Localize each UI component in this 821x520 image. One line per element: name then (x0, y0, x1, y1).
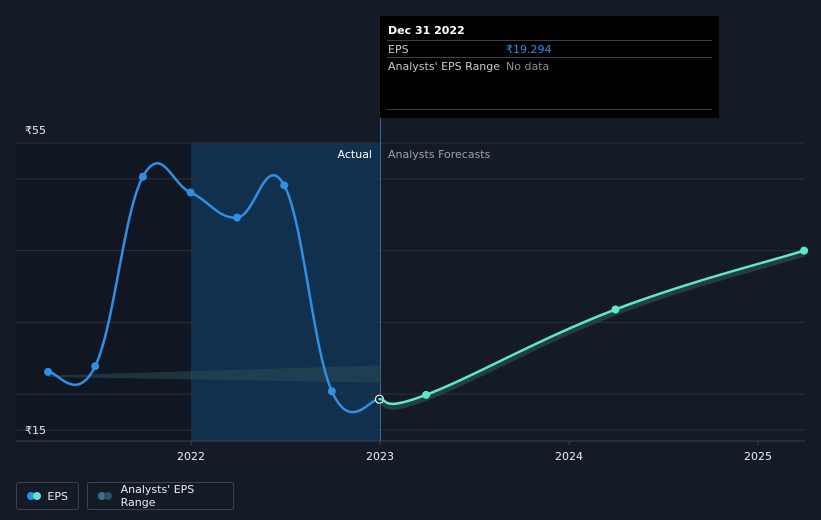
tooltip-date: Dec 31 2022 (388, 24, 465, 37)
tooltip-row-eps: EPS ₹19.294 (388, 43, 712, 56)
actual-point (327, 387, 336, 396)
tooltip-eps-value: ₹19.294 (506, 43, 552, 56)
forecast-point (422, 390, 431, 399)
actual-section-label: Actual (338, 148, 372, 161)
eps-legend-icon (27, 492, 41, 500)
tooltip-range-label: Analysts' EPS Range (388, 60, 501, 73)
actual-eps-line (46, 162, 381, 414)
actual-point (186, 188, 195, 197)
legend-item-eps[interactable]: EPS (16, 482, 79, 510)
forecast-point (611, 305, 620, 314)
legend-item-range[interactable]: Analysts' EPS Range (87, 482, 234, 510)
x-tick-label: 2024 (555, 450, 583, 463)
actual-point (233, 213, 242, 222)
actual-point (280, 181, 289, 190)
x-tick-label: 2022 (177, 450, 205, 463)
tooltip-divider (387, 40, 712, 41)
range-legend-icon (98, 492, 113, 500)
tooltip-range-value: No data (506, 60, 550, 73)
forecast-point (800, 246, 809, 255)
tooltip-row-range: Analysts' EPS Range No data (388, 60, 712, 73)
actual-point (91, 362, 100, 371)
series-layer (44, 162, 809, 414)
forecast-range-shadow (379, 250, 805, 410)
actual-point (44, 367, 53, 376)
y-axis-top-label: ₹55 (25, 124, 46, 137)
forecast-section-label: Analysts Forecasts (388, 148, 491, 161)
grid-lines (16, 142, 805, 431)
tooltip-divider (387, 109, 712, 110)
actual-period-highlight (191, 143, 381, 441)
tooltip-divider (387, 57, 712, 58)
legend-eps-label: EPS (47, 489, 68, 503)
data-tooltip: Dec 31 2022 EPS ₹19.294 Analysts' EPS Ran… (380, 16, 719, 118)
forecast-eps-line (378, 249, 806, 406)
x-tick-label: 2023 (366, 450, 394, 463)
past-shade (16, 143, 191, 441)
tick-labels: 2022 2023 2024 2025 (177, 441, 772, 463)
actual-point (138, 172, 147, 181)
y-axis-bottom-label: ₹15 (25, 424, 46, 437)
tooltip-eps-label: EPS (388, 43, 409, 56)
x-tick-label: 2025 (744, 450, 772, 463)
analysts-eps-range-band (48, 365, 381, 383)
legend-range-label: Analysts' EPS Range (120, 483, 195, 509)
